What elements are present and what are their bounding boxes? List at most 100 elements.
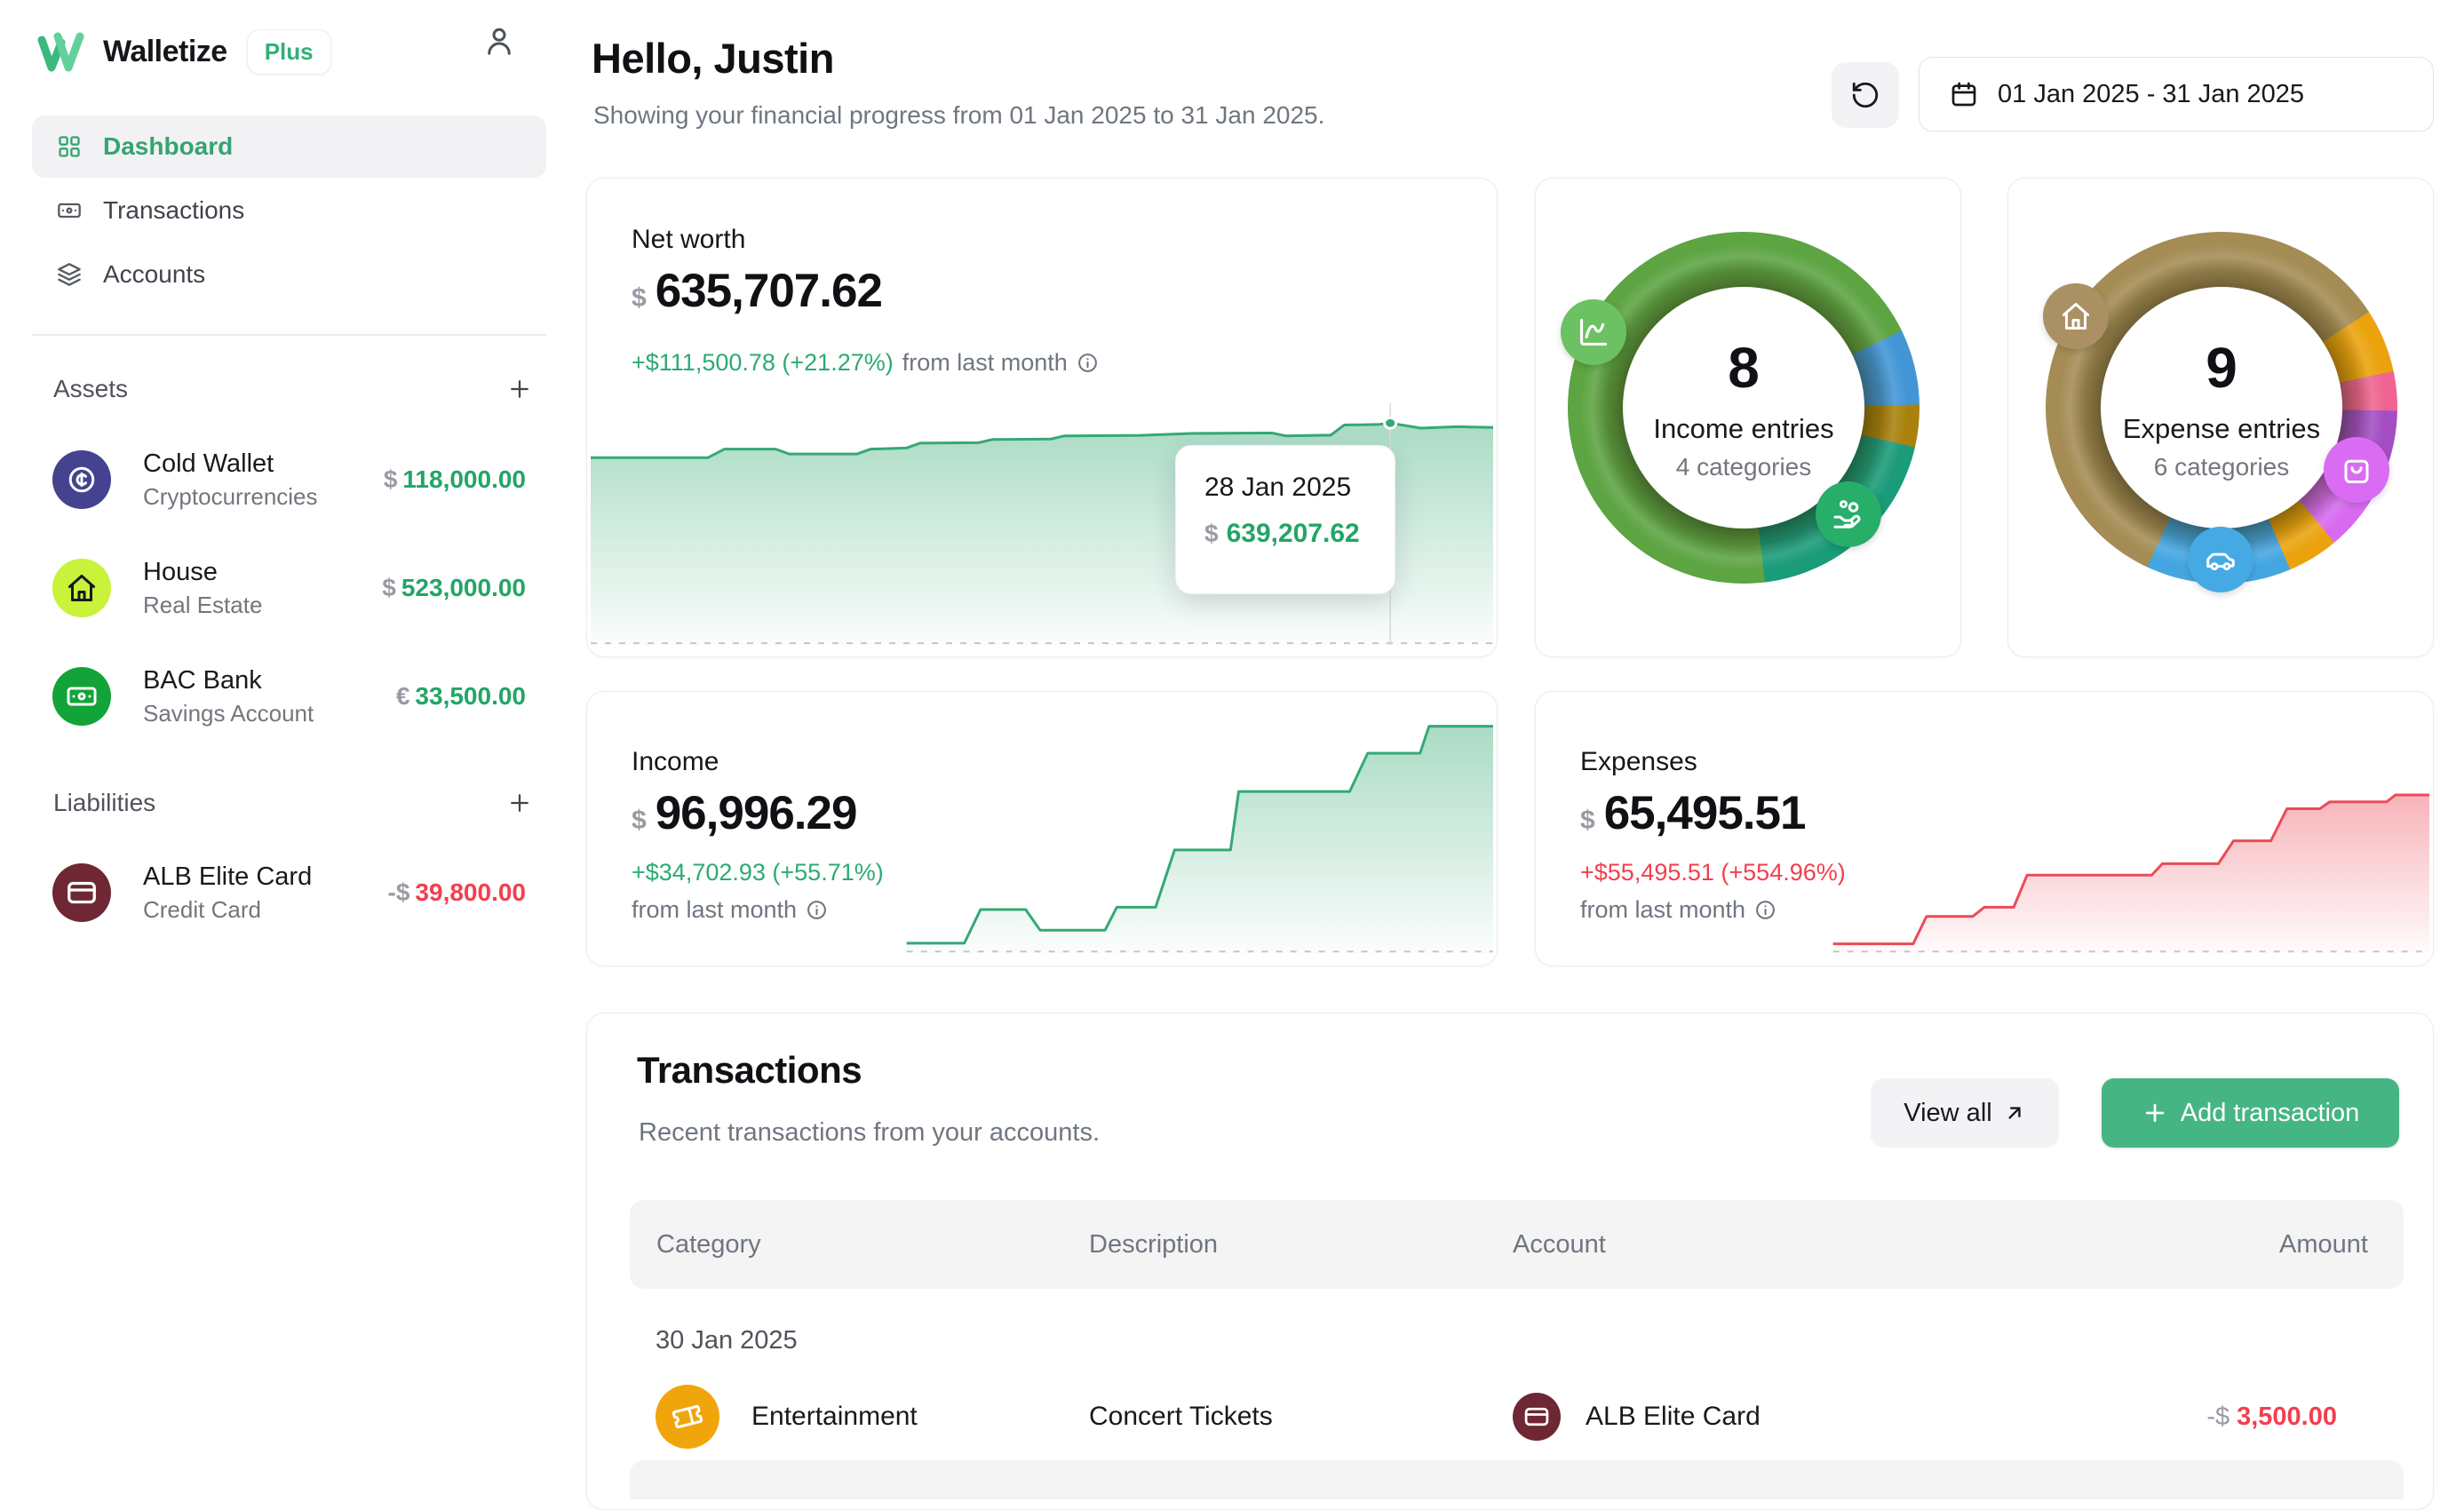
liability-text: ALB Elite Card Credit Card: [143, 861, 312, 925]
value: 33,500.00: [415, 682, 526, 710]
asset-type: Cryptocurrencies: [143, 483, 318, 511]
currency-symbol: €: [395, 682, 410, 710]
page-title: Hello, Justin: [592, 35, 834, 82]
value: 39,800.00: [415, 878, 526, 906]
asset-name: Cold Wallet: [143, 449, 274, 479]
plan-badge: Plus: [246, 28, 331, 75]
liabilities-section-header: Liabilities: [53, 789, 533, 817]
date-range-picker[interactable]: 01 Jan 2025 - 31 Jan 2025: [1919, 57, 2434, 131]
liability-type: Credit Card: [143, 896, 261, 924]
liability-row-alb-elite-card[interactable]: ALB Elite Card Credit Card -$ 39,800.00: [52, 861, 526, 925]
transaction-category: Entertainment: [751, 1402, 918, 1431]
delta-value: +$34,702.93 (+55.71%): [632, 859, 884, 886]
currency-symbol: $: [1204, 520, 1219, 547]
user-account-button[interactable]: [480, 21, 519, 60]
banknote-icon: [52, 667, 111, 726]
expense-entries-count: 9: [2206, 335, 2237, 400]
net-worth-card: Net worth $ 635,707.62 +$111,500.78 (+21…: [586, 178, 1498, 657]
add-transaction-button[interactable]: Add transaction: [2102, 1078, 2399, 1148]
coin-cent-icon: [52, 450, 111, 509]
asset-text: BAC Bank Savings Account: [143, 664, 314, 728]
expense-entries-card: 9 Expense entries 6 categories: [2007, 178, 2434, 657]
expense-entries-categories: 6 categories: [2153, 452, 2290, 481]
value: 523,000.00: [401, 574, 526, 601]
liabilities-title: Liabilities: [53, 789, 156, 816]
currency-symbol: $: [1580, 806, 1595, 835]
sidebar-item-dashboard[interactable]: Dashboard: [32, 115, 546, 178]
value: 635,707.62: [655, 265, 883, 317]
tooltip-date: 28 Jan 2025: [1204, 473, 1352, 502]
asset-value: €33,500.00: [396, 682, 526, 711]
hand-coins-badge: [1816, 481, 1881, 547]
currency-symbol: $: [632, 283, 647, 313]
sidebar-item-label: Dashboard: [103, 132, 234, 160]
income-title: Income: [632, 747, 719, 776]
value: 118,000.00: [402, 465, 526, 493]
column-account: Account: [1513, 1229, 1606, 1259]
info-icon[interactable]: [1754, 899, 1776, 921]
view-all-label: View all: [1904, 1098, 1992, 1127]
transaction-description: Concert Tickets: [1089, 1402, 1273, 1431]
delta-suffix: from last month: [902, 349, 1068, 376]
credit-card-icon: [1513, 1393, 1561, 1441]
asset-type: Real Estate: [143, 592, 263, 619]
asset-text: House Real Estate: [143, 556, 262, 620]
transaction-amount: -$ 3,500.00: [2206, 1372, 2337, 1461]
walletize-logo-icon: [34, 28, 89, 75]
asset-row-bac-bank[interactable]: BAC Bank Savings Account €33,500.00: [52, 664, 526, 728]
add-asset-button[interactable]: [506, 376, 533, 402]
chart-line-badge: [1561, 299, 1626, 365]
add-transaction-label: Add transaction: [2180, 1098, 2360, 1127]
column-description: Description: [1089, 1229, 1219, 1259]
expenses-delta-suffix: from last month: [1580, 896, 1776, 924]
sidebar-item-label: Accounts: [103, 260, 206, 288]
asset-name: House: [143, 558, 218, 587]
net-worth-delta: +$111,500.78 (+21.27%) from last month: [632, 349, 1099, 377]
plus-icon: [2142, 1100, 2168, 1126]
car-badge: [2188, 527, 2253, 592]
house-badge: [2043, 283, 2109, 349]
liability-name: ALB Elite Card: [143, 862, 313, 892]
sidebar-divider: [32, 334, 546, 336]
delta-suffix: from last month: [632, 896, 798, 923]
sidebar-item-accounts[interactable]: Accounts: [32, 243, 546, 306]
expenses-card: Expenses $ 65,495.51 +$55,495.51 (+554.9…: [1535, 691, 2434, 966]
income-delta: +$34,702.93 (+55.71%): [632, 859, 884, 886]
column-category: Category: [656, 1229, 761, 1259]
currency-symbol: $: [383, 465, 398, 493]
column-amount: Amount: [2279, 1229, 2368, 1259]
asset-name: BAC Bank: [143, 666, 262, 695]
page-subtitle: Showing your financial progress from 01 …: [593, 101, 1325, 129]
transactions-title: Transactions: [637, 1049, 862, 1091]
asset-row-cold-wallet[interactable]: Cold Wallet Cryptocurrencies $118,000.00: [52, 448, 526, 512]
asset-row-house[interactable]: House Real Estate $523,000.00: [52, 556, 526, 620]
arrow-up-right-icon: [2003, 1101, 2026, 1125]
info-icon[interactable]: [1077, 352, 1099, 374]
date-range-value: 01 Jan 2025 - 31 Jan 2025: [1998, 79, 2305, 108]
asset-text: Cold Wallet Cryptocurrencies: [143, 448, 318, 512]
expenses-title: Expenses: [1580, 747, 1697, 776]
currency-symbol: $: [382, 574, 396, 601]
currency-symbol: $: [632, 806, 647, 835]
view-all-button[interactable]: View all: [1871, 1078, 2059, 1148]
ticket-icon: [656, 1385, 719, 1449]
delta-suffix: from last month: [1580, 896, 1746, 923]
amount-value: 3,500.00: [2237, 1402, 2337, 1431]
brand-name: Walletize: [103, 34, 227, 68]
info-icon[interactable]: [806, 899, 828, 921]
transaction-row[interactable]: Entertainment Concert Tickets ALB Elite …: [630, 1372, 2404, 1461]
next-group-bar: [630, 1460, 2404, 1499]
income-entries-count: 8: [1728, 335, 1760, 400]
asset-value: $523,000.00: [382, 574, 526, 602]
income-delta-suffix: from last month: [632, 896, 828, 924]
income-card: Income $ 96,996.29 +$34,702.93 (+55.71%)…: [586, 691, 1498, 966]
house-icon: [52, 559, 111, 617]
sidebar-item-transactions[interactable]: Transactions: [32, 179, 546, 242]
table-header: Category Description Account Amount: [630, 1200, 2404, 1289]
add-liability-button[interactable]: [506, 790, 533, 816]
calendar-icon: [1950, 80, 1978, 108]
expense-entries-label: Expense entries: [2122, 412, 2321, 444]
refresh-button[interactable]: [1832, 62, 1899, 128]
asset-value: $118,000.00: [384, 465, 526, 494]
currency-symbol: -$: [387, 878, 410, 906]
